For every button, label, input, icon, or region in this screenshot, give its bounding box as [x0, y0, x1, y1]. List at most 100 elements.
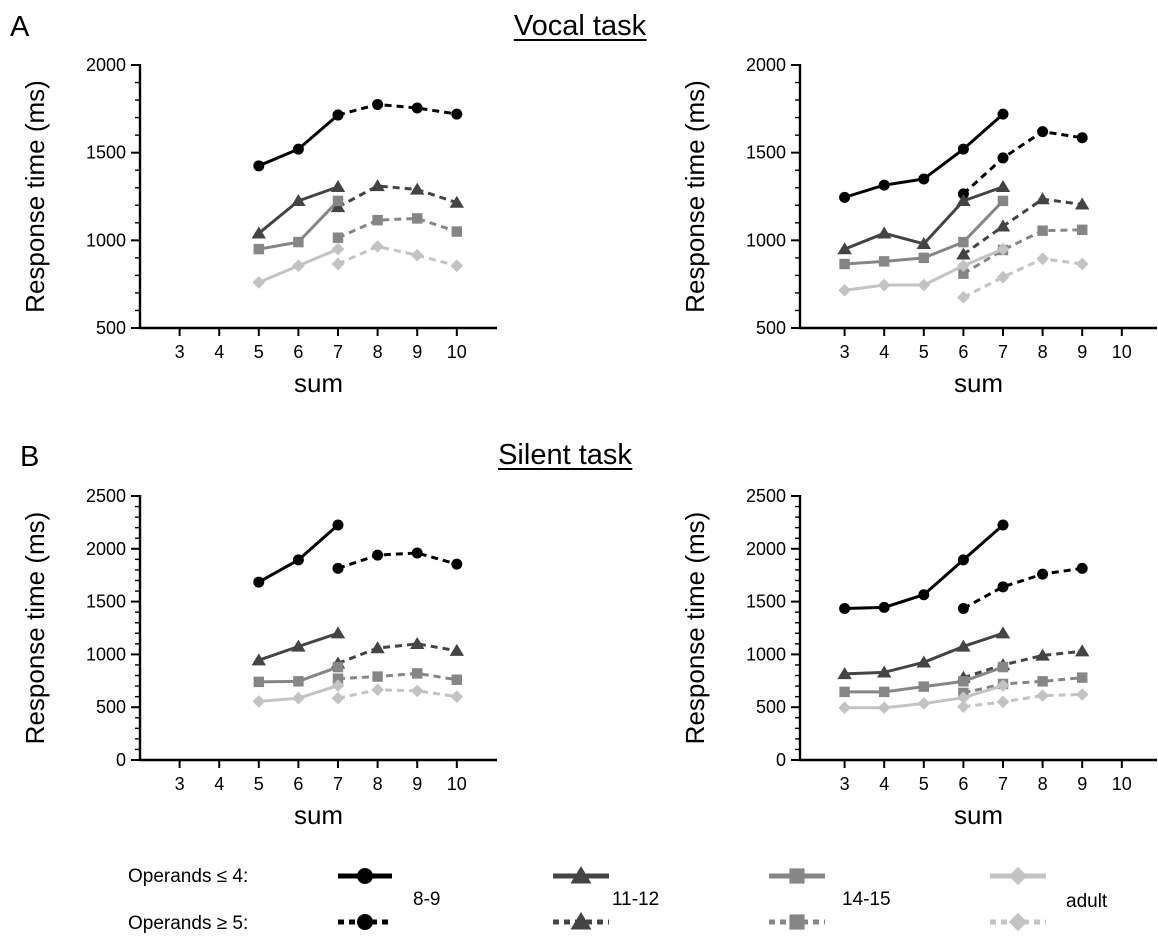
legend-11-12-solid-marker — [570, 866, 592, 884]
point-14-15-dashed — [411, 213, 423, 224]
point-11-12-solid — [916, 655, 932, 668]
point-adult-dashed — [450, 259, 464, 273]
point-8-9-solid — [878, 601, 890, 613]
legend-group-14-15: 14-15 — [842, 889, 891, 910]
point-11-12-dashed — [330, 200, 346, 213]
legend-swatches — [338, 866, 1046, 932]
y-tick-label: 500 — [756, 697, 786, 717]
series-adult-dashed-line — [963, 693, 1083, 709]
x-tick-label: 10 — [447, 342, 467, 362]
point-adult-solid — [292, 691, 305, 705]
point-11-12-solid — [837, 667, 852, 680]
point-8-9-dashed — [1076, 562, 1088, 574]
x-axis-title: sum — [954, 800, 1003, 830]
point-11-12-solid — [956, 639, 971, 652]
y-tick-label: 1500 — [746, 592, 786, 612]
legend-adult-dashed-marker — [1008, 912, 1028, 932]
y-tick-label: 1500 — [86, 143, 126, 163]
point-8-9-dashed — [411, 102, 423, 114]
y-tick-label: 500 — [96, 697, 126, 717]
x-tick-label: 9 — [1077, 774, 1087, 794]
point-8-9-dashed — [957, 602, 969, 614]
x-tick-label: 3 — [175, 774, 185, 794]
legend-row2-label: Operands ≥ 5: — [128, 913, 248, 934]
point-8-9-dashed — [1076, 132, 1088, 144]
legend-8-9-solid-marker — [357, 868, 373, 884]
point-14-15-dashed — [958, 268, 969, 279]
point-adult-dashed — [331, 257, 345, 271]
x-tick-label: 4 — [879, 774, 889, 794]
point-14-15-dashed — [372, 214, 383, 226]
legend-11-12-dashed-marker — [570, 912, 592, 930]
y-tick-label: 0 — [776, 750, 786, 770]
x-tick-label: 8 — [1038, 342, 1048, 362]
panel-a-letter: A — [10, 11, 30, 43]
point-14-15-solid — [958, 236, 969, 248]
y-tick-label: 0 — [116, 750, 126, 770]
point-adult-dashed — [331, 691, 345, 705]
point-8-9-dashed — [372, 98, 384, 110]
y-tick-label: 2000 — [86, 55, 126, 75]
y-tick-label: 1000 — [746, 230, 786, 250]
point-8-9-dashed — [372, 549, 384, 561]
x-tick-label: 5 — [919, 774, 929, 794]
point-adult-dashed — [1036, 689, 1049, 702]
panel-b-title: Silent task — [498, 439, 632, 471]
series-11-12-solid-line — [257, 185, 339, 235]
point-8-9-solid — [292, 554, 304, 566]
legend: Operands ≤ 4: Operands ≥ 5: 8-9 11-12 14… — [128, 866, 1108, 934]
y-tick-label: 1500 — [86, 592, 126, 612]
point-adult-dashed — [371, 240, 384, 253]
point-14-15-solid — [997, 195, 1009, 207]
series-8-9-dashed-line — [962, 566, 1083, 610]
point-14-15-solid — [293, 676, 304, 687]
y-tick-label: 1000 — [86, 644, 126, 664]
x-tick-label: 8 — [373, 342, 383, 362]
series-8-9-solid-line — [844, 112, 1004, 199]
y-tick-label: 2000 — [746, 539, 786, 559]
series-14-15-dashed-line — [962, 228, 1083, 275]
point-11-12-solid — [995, 179, 1011, 193]
point-11-12-solid — [876, 226, 892, 239]
point-14-15-solid — [878, 686, 890, 698]
point-14-15-solid — [253, 243, 265, 255]
point-adult-solid — [877, 278, 891, 292]
point-adult-solid — [252, 695, 266, 708]
point-adult-dashed — [410, 684, 424, 698]
point-8-9-dashed — [451, 108, 463, 120]
point-adult-dashed — [957, 700, 970, 713]
point-adult-solid — [996, 242, 1010, 256]
series-11-12-dashed-line — [337, 642, 458, 665]
series-11-12-solid-line — [844, 631, 1004, 676]
point-8-9-solid — [839, 602, 851, 614]
x-tick-label: 7 — [998, 774, 1008, 794]
point-8-9-solid — [253, 160, 265, 172]
point-adult-solid — [996, 679, 1010, 692]
legend-adult-solid-marker — [1008, 866, 1028, 886]
x-tick-label: 7 — [333, 774, 343, 794]
point-11-12-dashed — [1074, 197, 1090, 210]
series-14-15-dashed-line — [337, 216, 458, 240]
point-14-15-dashed — [411, 668, 423, 679]
point-adult-solid — [957, 691, 970, 705]
point-14-15-dashed — [1037, 676, 1048, 687]
point-8-9-solid — [997, 519, 1009, 531]
legend-14-15-solid-marker — [789, 868, 805, 884]
point-8-9-dashed — [411, 547, 423, 559]
series-adult-dashed-line — [337, 688, 458, 700]
series-11-12-dashed-line — [962, 197, 1083, 256]
point-14-15-solid — [253, 676, 265, 688]
point-8-9-solid — [253, 576, 265, 588]
y-tick-label: 2000 — [86, 539, 126, 559]
x-tick-label: 6 — [293, 774, 303, 794]
point-11-12-dashed — [370, 641, 385, 654]
y-axis-title: Response time (ms) — [680, 80, 710, 313]
point-11-12-solid — [251, 226, 267, 239]
series-8-9-dashed-line — [337, 551, 458, 570]
series-8-9-solid-line — [258, 113, 339, 168]
point-14-15-solid — [293, 236, 304, 248]
point-8-9-solid — [918, 589, 930, 601]
point-11-12-solid — [330, 626, 346, 639]
legend-group-11-12: 11-12 — [612, 889, 659, 910]
